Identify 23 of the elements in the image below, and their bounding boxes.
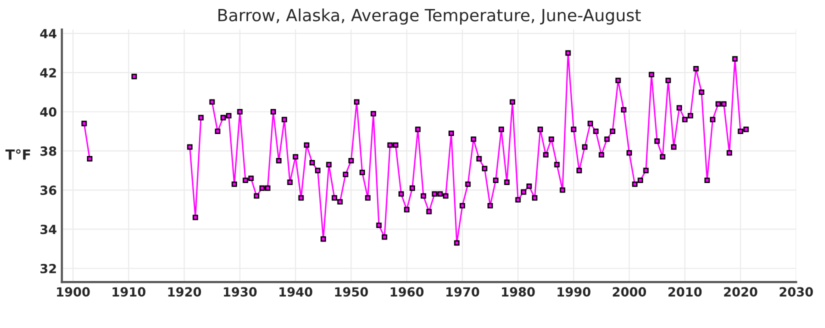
x-tick-label: 1910	[112, 287, 146, 297]
x-tick-label: 1920	[168, 287, 202, 297]
y-tick-label: 44	[40, 29, 56, 38]
x-tick-label: 1930	[224, 287, 257, 297]
y-tick-label: 40	[40, 107, 56, 117]
x-tick-label: 1990	[558, 287, 590, 297]
y-tick-label: 32	[40, 264, 56, 274]
y-tick-label: 36	[40, 186, 56, 195]
y-tick-label: 34	[40, 224, 56, 234]
y-tick-label: 38	[40, 146, 56, 156]
y-tick-label: 42	[40, 68, 56, 78]
y-axis-title: T°F	[5, 149, 30, 160]
x-tick-label: 1950	[335, 287, 368, 297]
x-tick-label: 2030	[780, 287, 813, 297]
x-tick-label: 2020	[724, 287, 758, 297]
x-tick-label: 1960	[390, 287, 424, 297]
x-tick-label: 1980	[502, 287, 535, 297]
chart-title: Barrow, Alaska, Average Temperature, June-August	[218, 8, 641, 25]
x-tick-label: 2010	[668, 287, 702, 297]
x-tick-label: 2000	[612, 287, 646, 297]
x-tick-label: 1970	[446, 287, 480, 297]
x-tick-label: 1900	[57, 287, 90, 297]
x-tick-label: 1940	[280, 287, 312, 297]
